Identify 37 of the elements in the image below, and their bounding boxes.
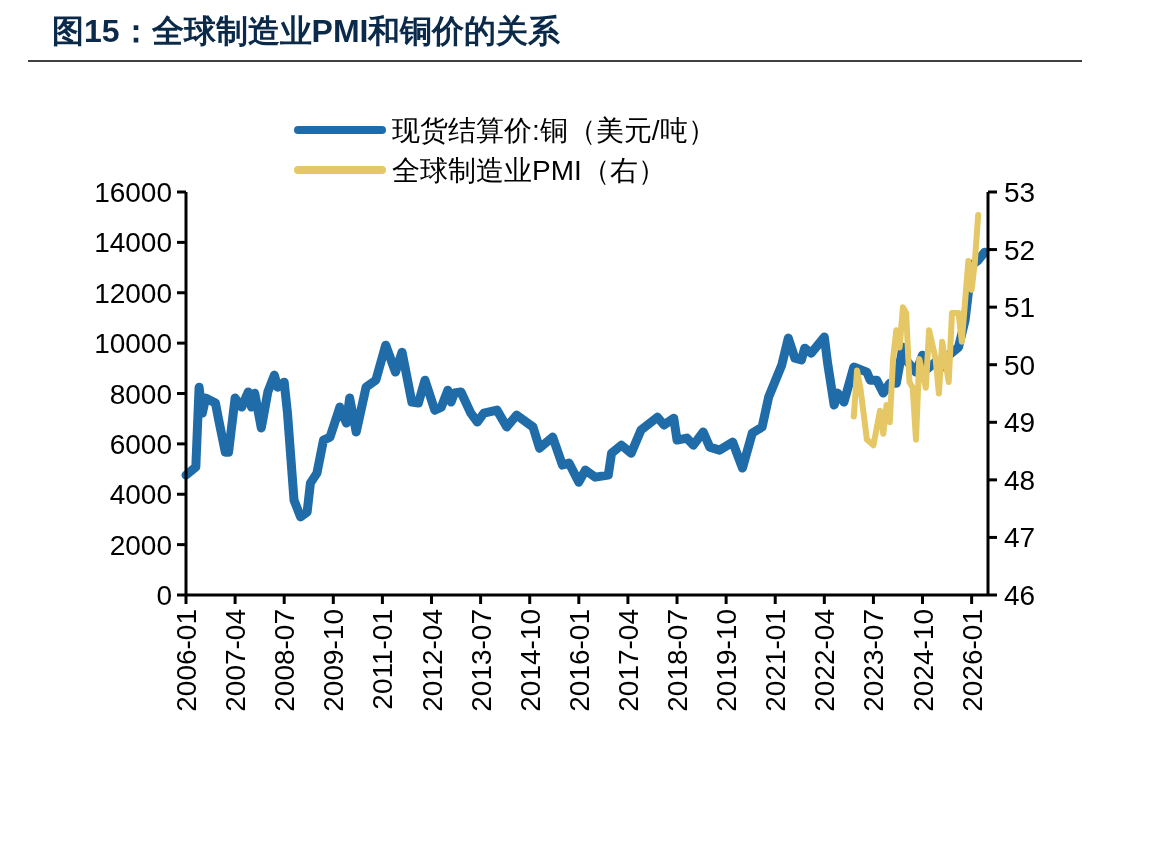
x-tick-label: 2007-04 (220, 609, 252, 712)
y-tick-label: 2000 (109, 529, 172, 561)
y-tick-label: 6000 (109, 428, 172, 460)
y2-tick-label: 50 (1004, 349, 1036, 381)
x-tick-label: 2006-01 (171, 609, 202, 712)
y-tick-label: 10000 (94, 328, 172, 360)
y2-tick-label: 48 (1004, 464, 1036, 496)
chart-title: 图15：全球制造业PMI和铜价的关系 (52, 13, 562, 49)
x-tick-label: 2019-10 (711, 609, 743, 712)
x-tick-label: 2013-07 (465, 609, 497, 712)
y2-tick-label: 46 (1004, 580, 1036, 611)
x-tick-label: 2017-04 (612, 609, 644, 712)
x-tick-label: 2009-10 (318, 609, 350, 712)
y2-tick-label: 51 (1004, 292, 1036, 324)
y-tick-label: 12000 (94, 277, 172, 309)
x-tick-label: 2012-04 (416, 609, 448, 712)
legend-label: 全球制造业PMI（右） (392, 155, 666, 186)
x-tick-label: 2024-10 (907, 609, 939, 712)
y2-tick-label: 52 (1004, 234, 1036, 266)
x-tick-label: 2016-01 (563, 609, 595, 712)
x-tick-label: 2022-04 (809, 609, 841, 712)
x-tick-label: 2008-07 (269, 609, 301, 712)
y-tick-label: 4000 (109, 479, 172, 511)
x-tick-label: 2018-07 (662, 609, 694, 712)
y-tick-label: 14000 (94, 227, 172, 259)
x-tick-label: 2023-07 (858, 609, 890, 712)
x-tick-label: 2011-01 (367, 609, 399, 710)
x-tick-label: 2021-01 (760, 609, 792, 712)
y-tick-label: 0 (156, 580, 172, 611)
x-tick-label: 2026-01 (956, 609, 988, 712)
y2-tick-label: 49 (1004, 407, 1036, 439)
y2-tick-label: 47 (1004, 522, 1036, 554)
x-tick-label: 2014-10 (514, 609, 546, 712)
legend-label: 现货结算价:铜（美元/吨） (392, 115, 716, 146)
y-tick-label: 8000 (109, 378, 172, 410)
y-tick-label: 16000 (94, 177, 172, 208)
y2-tick-label: 53 (1004, 177, 1036, 208)
